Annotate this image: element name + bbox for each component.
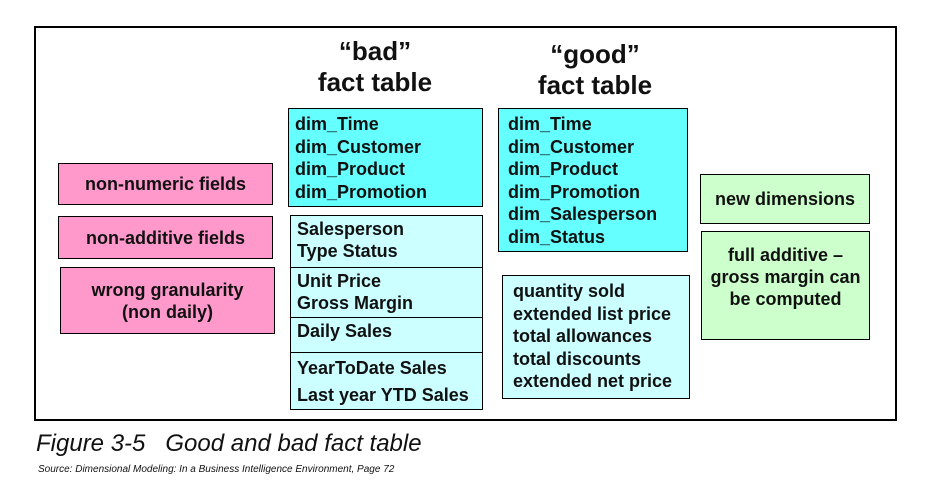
fact-segment: Daily Sales xyxy=(291,318,482,353)
benefit-box-new-dimensions: new dimensions xyxy=(700,174,870,224)
benefit-box-full-additive: full additive – gross margin can be comp… xyxy=(701,231,870,340)
fact-item: total discounts xyxy=(513,348,642,369)
figure-source: Source: Dimensional Modeling: In a Busin… xyxy=(38,464,395,475)
bad-heading-line-1: “bad” xyxy=(338,36,412,66)
dimension-item: dim_Product xyxy=(295,159,406,179)
benefit-label: be computed xyxy=(729,288,842,309)
good-heading-line-1: “good” xyxy=(550,39,640,69)
fact-segment: Salesperson Type Status xyxy=(291,216,482,268)
dimension-item: dim_Salesperson xyxy=(508,204,658,224)
problem-label: (non daily) xyxy=(122,301,213,322)
dimension-item: dim_Promotion xyxy=(508,181,641,202)
fact-item: Gross Margin xyxy=(297,293,414,313)
figure-caption: Figure 3-5 Good and bad fact table xyxy=(36,430,422,457)
fact-item: extended list price xyxy=(513,303,672,324)
dimension-item: dim_Time xyxy=(508,114,592,134)
good-heading-line-2: fact table xyxy=(537,70,653,100)
problem-label: non-numeric fields xyxy=(84,174,246,194)
bad-facts-box: Salesperson Type Status Unit Price Gross… xyxy=(290,215,483,410)
fact-segment: Unit Price Gross Margin xyxy=(291,268,482,318)
good-dimensions-box: dim_Time dim_Customer dim_Product dim_Pr… xyxy=(498,108,688,252)
fact-item: Type Status xyxy=(297,241,398,261)
problem-box-non-numeric: non-numeric fields xyxy=(58,163,273,205)
fact-item: YearToDate Sales xyxy=(297,358,447,378)
benefit-label: gross margin can xyxy=(710,266,861,287)
problem-box-non-additive: non-additive fields xyxy=(58,216,273,259)
fact-item: Daily Sales xyxy=(297,321,393,341)
fact-item: quantity sold xyxy=(513,281,625,301)
problem-box-wrong-granularity: wrong granularity (non daily) xyxy=(60,267,275,334)
bad-fact-table-heading: “bad” fact table xyxy=(290,36,460,98)
dimension-item: dim_Promotion xyxy=(295,181,428,202)
bad-heading-line-2: fact table xyxy=(317,67,433,97)
benefit-label: new dimensions xyxy=(714,189,856,209)
fact-segment: YearToDate Sales Last year YTD Sales xyxy=(291,353,482,411)
problem-label: non-additive fields xyxy=(85,227,245,248)
dimension-item: dim_Status xyxy=(508,226,606,247)
fact-item: Last year YTD Sales xyxy=(297,385,469,405)
good-fact-table-heading: “good” fact table xyxy=(505,39,685,101)
dimension-item: dim_Time xyxy=(295,114,379,134)
dimension-item: dim_Customer xyxy=(295,136,422,157)
fact-item: extended net price xyxy=(513,371,673,391)
dimension-item: dim_Product xyxy=(508,159,619,179)
diagram-frame xyxy=(34,26,897,421)
fact-item: Salesperson xyxy=(297,219,405,239)
benefit-label: full additive – xyxy=(727,244,844,265)
dimension-item: dim_Customer xyxy=(508,136,635,157)
good-facts-box: quantity sold extended list price total … xyxy=(502,275,690,399)
problem-label: wrong granularity xyxy=(91,279,244,300)
fact-item: Unit Price xyxy=(297,271,382,291)
fact-item: total allowances xyxy=(513,326,653,346)
bad-dimensions-box: dim_Time dim_Customer dim_Product dim_Pr… xyxy=(288,108,483,207)
